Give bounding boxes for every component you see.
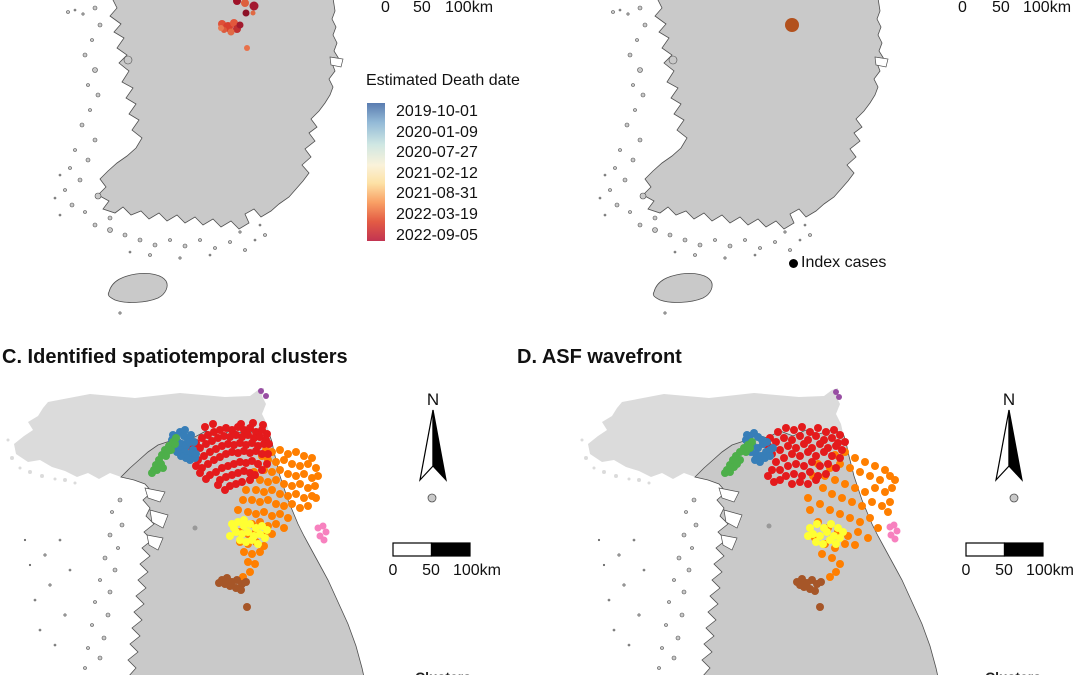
scalebar-label-0: 0 xyxy=(962,562,971,579)
panel-a-scalebar-label-100km: 100km xyxy=(445,0,494,16)
panel-a-map xyxy=(53,0,344,315)
panel-a-scalebar-label-50: 50 xyxy=(413,0,431,16)
panel-c-title: C. Identified spatiotemporal clusters xyxy=(2,346,348,368)
scalebar-label-50: 50 xyxy=(995,562,1013,579)
scalebar-white-segment xyxy=(965,542,1006,557)
scalebar-label-50: 50 xyxy=(422,562,440,579)
legend-tick: 2021-02-12 xyxy=(396,164,478,182)
index-cases-label: Index cases xyxy=(801,254,887,271)
legend-tick: 2019-10-01 xyxy=(396,103,478,120)
scalebar-label-100km: 100km xyxy=(1026,562,1074,579)
panel-a-land xyxy=(53,0,344,315)
panel-b-scalebar-label-0: 0 xyxy=(958,0,967,16)
panel-c-compass: N xyxy=(419,390,447,482)
panel-c-dots xyxy=(148,388,330,611)
panel-a-dots xyxy=(218,0,259,51)
panel-d-land xyxy=(580,388,1019,675)
panel-a-scalebar-label-0: 0 xyxy=(381,0,390,16)
north-arrow-right-icon xyxy=(432,409,447,482)
panel-b-scalebar-label-100km: 100km xyxy=(1023,0,1072,16)
index-cases-legend: Index cases xyxy=(789,254,886,272)
legend-tick: 2020-01-09 xyxy=(396,123,478,141)
compass-n-label: N xyxy=(427,390,439,409)
legend-tick: 2020-07-27 xyxy=(396,144,478,162)
north-arrow-right-icon xyxy=(1008,409,1023,482)
panel-c-clipped-legend-text: Clusters xyxy=(415,669,471,675)
panel-d-dots xyxy=(721,389,901,611)
death-date-legend-ticks: 2019-10-01 2020-01-09 2020-07-27 2021-02… xyxy=(396,102,478,246)
scalebar-label-100km: 100km xyxy=(453,562,501,579)
north-arrow-left-icon xyxy=(995,409,1010,482)
death-date-legend-title: Estimated Death date xyxy=(366,72,520,89)
panel-d-title: D. ASF wavefront xyxy=(517,346,682,368)
panel-d-clipped-legend-text: Clusters xyxy=(985,669,1041,675)
legend-tick: 2021-08-31 xyxy=(396,185,478,203)
panel-d-compass: N xyxy=(995,390,1023,482)
panel-c-scalebar: 0 50 100km xyxy=(389,542,501,579)
panel-b-map xyxy=(598,0,889,315)
scalebar-black-segment xyxy=(1003,542,1044,557)
scalebar-label-0: 0 xyxy=(389,562,398,579)
panel-c-map: N 0 50 100km xyxy=(6,388,501,675)
panel-b-scalebar-label-50: 50 xyxy=(992,0,1010,16)
panel-b-land xyxy=(598,0,889,315)
panel-d-scalebar: 0 50 100km xyxy=(962,542,1074,579)
scalebar-black-segment xyxy=(430,542,471,557)
scalebar-white-segment xyxy=(392,542,433,557)
index-cases-bullet-icon xyxy=(789,258,798,268)
panel-d-map: N 0 50 100km xyxy=(580,388,1074,675)
legend-tick: 2022-09-05 xyxy=(396,226,478,244)
panel-b-dots xyxy=(785,18,799,32)
death-date-colorbar xyxy=(367,103,385,241)
compass-n-label: N xyxy=(1003,390,1015,409)
north-arrow-left-icon xyxy=(419,409,434,482)
legend-tick: 2022-03-19 xyxy=(396,205,478,223)
